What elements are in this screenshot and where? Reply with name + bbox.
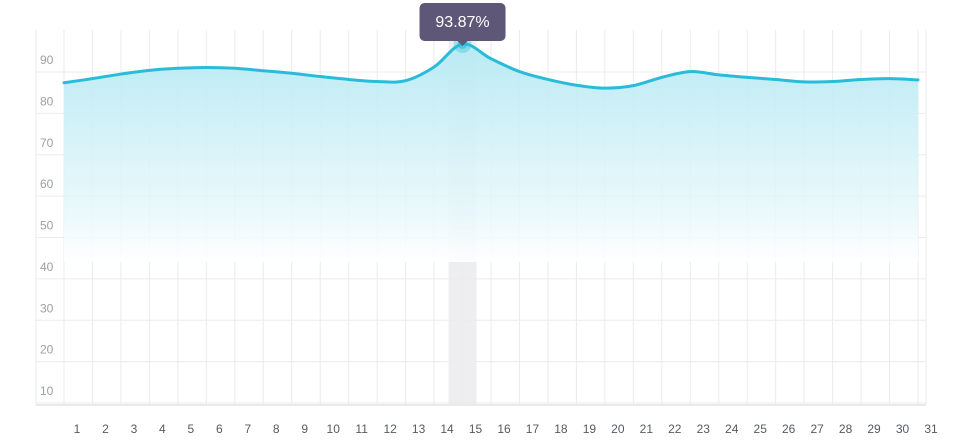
data-point	[261, 69, 265, 73]
x-tick-label: 19	[583, 422, 597, 436]
x-tick-label: 9	[301, 422, 308, 436]
x-tick-label: 23	[697, 422, 711, 436]
data-point	[347, 77, 351, 81]
x-tick-label: 29	[867, 422, 881, 436]
y-tick-label: 60	[40, 177, 54, 191]
x-tick-label: 27	[810, 422, 824, 436]
x-tick-label: 13	[412, 422, 426, 436]
data-point	[546, 77, 550, 81]
data-point	[290, 71, 294, 75]
data-point	[774, 77, 778, 81]
x-tick-label: 10	[327, 422, 341, 436]
data-point	[603, 86, 607, 90]
x-tick-label: 15	[469, 422, 483, 436]
x-tick-label: 8	[273, 422, 280, 436]
data-point	[204, 65, 208, 69]
x-tick-label: 2	[102, 422, 109, 436]
data-point	[688, 70, 692, 74]
data-point	[119, 72, 123, 76]
y-tick-label: 10	[40, 384, 54, 398]
data-point	[831, 80, 835, 84]
data-point	[660, 75, 664, 79]
x-tick-label: 25	[754, 422, 768, 436]
y-tick-label: 20	[40, 343, 54, 357]
x-tick-label: 17	[526, 422, 540, 436]
data-point	[802, 80, 806, 84]
data-point	[318, 75, 322, 79]
data-point	[574, 83, 578, 87]
y-tick-label: 30	[40, 301, 54, 315]
series-line	[62, 42, 920, 90]
data-point	[631, 84, 635, 88]
x-tick-label: 30	[896, 422, 910, 436]
x-tick-label: 7	[244, 422, 251, 436]
data-point	[489, 57, 493, 61]
tooltip-value-label: 93.87%	[435, 14, 489, 31]
data-point	[888, 77, 892, 81]
x-tick-label: 22	[668, 422, 682, 436]
x-tick-label: 31	[924, 422, 938, 436]
x-tick-label: 1	[74, 422, 81, 436]
x-tick-label: 16	[497, 422, 511, 436]
x-tick-label: 24	[725, 422, 739, 436]
data-point	[404, 79, 408, 83]
tooltip-box	[419, 3, 506, 41]
x-tick-label: 11	[355, 422, 368, 436]
data-point	[90, 77, 94, 81]
x-tick-label: 20	[611, 422, 625, 436]
data-point	[745, 75, 749, 79]
y-tick-label: 70	[40, 136, 54, 150]
y-tick-label: 50	[40, 219, 54, 233]
x-tick-label: 18	[554, 422, 568, 436]
y-tick-label: 90	[40, 53, 54, 67]
y-tick-label: 40	[40, 260, 54, 274]
data-point	[233, 66, 237, 70]
data-point	[147, 68, 151, 72]
series-area-fill	[64, 43, 918, 262]
x-tick-label: 26	[782, 422, 796, 436]
x-tick-label: 3	[131, 422, 138, 436]
x-tick-label: 12	[383, 422, 397, 436]
data-point	[62, 81, 66, 85]
tooltip-pointer	[457, 41, 468, 46]
data-point	[432, 65, 436, 69]
data-point	[375, 80, 379, 84]
x-tick-label: 6	[216, 422, 223, 436]
x-tick-label: 5	[188, 422, 195, 436]
data-point	[176, 66, 180, 70]
y-tick-label: 80	[40, 94, 54, 108]
x-tick-label: 4	[159, 422, 166, 436]
data-point	[717, 73, 721, 77]
x-tick-label: 21	[640, 422, 654, 436]
data-point	[517, 70, 521, 74]
data-point	[916, 78, 920, 82]
x-tick-label: 28	[839, 422, 853, 436]
data-point	[859, 77, 863, 81]
x-tick-label: 14	[440, 422, 454, 436]
